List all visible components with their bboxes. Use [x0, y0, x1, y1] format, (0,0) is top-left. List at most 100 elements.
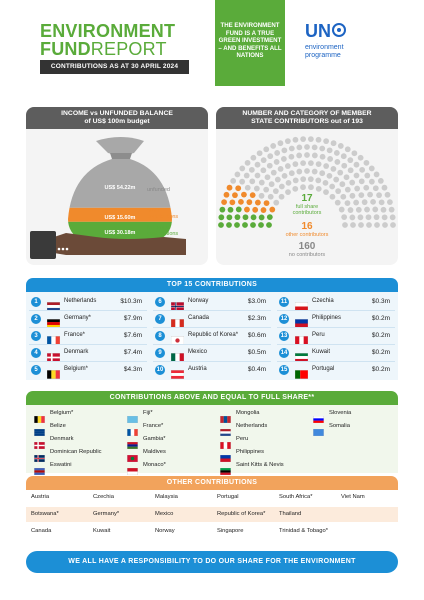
gm-flag-icon	[127, 436, 138, 450]
unfunded-segment	[68, 159, 172, 208]
full-share-item: Dominican Republic	[26, 446, 119, 463]
full-share-dot	[242, 222, 248, 228]
contribution-value: $10.3m	[120, 298, 142, 305]
report-title-fund: FUND	[40, 39, 91, 59]
no-contributor-dot	[366, 222, 372, 228]
no-contributor-dot	[304, 144, 310, 150]
full-share-item: Eswatini	[26, 459, 119, 476]
other-contributor-cell: Kuwait	[93, 528, 111, 534]
no-contributor-dot	[311, 152, 318, 159]
no-contributor-dot	[239, 178, 246, 185]
no-contributor-dot	[382, 222, 388, 228]
no-contributor-dot	[344, 146, 351, 153]
no-contributor-dot	[339, 181, 346, 188]
top15-row: 4 Denmark $7.4m	[26, 345, 150, 363]
contributions-date-strip: CONTRIBUTIONS AS AT 30 APRIL 2024	[40, 60, 189, 74]
top15-row: 5 Belgium* $4.3m	[26, 362, 150, 380]
no-contributor-dot	[263, 186, 270, 193]
tagline-text: THE ENVIRONMENT FUND IS A TRUE GREEN INV…	[218, 22, 282, 60]
no-contributor-dot	[344, 186, 351, 193]
income-heading-line2: of US$ 100m budget	[84, 118, 150, 125]
full-share-item: Denmark	[26, 433, 119, 450]
nl-flag-icon	[46, 298, 61, 312]
no-contributor-dot	[266, 162, 273, 169]
ph-flag-icon	[220, 449, 231, 463]
other-count-block: 16 other contributors	[216, 222, 398, 239]
full-share-dot	[258, 222, 264, 228]
no-contributor-dot	[330, 140, 337, 147]
other-contributor-cell: Singapore	[217, 528, 244, 534]
no-contributor-dot	[341, 162, 348, 169]
no-contributor-dot	[358, 192, 365, 199]
kn-flag-icon	[220, 462, 231, 476]
no-contributor-dot	[258, 179, 265, 186]
full-label-1: full share	[147, 225, 170, 231]
full-label-2: contributions	[147, 231, 179, 238]
no-contributor-dot	[326, 172, 333, 179]
none-count-label: no contributors	[288, 252, 326, 258]
no-contributor-dot	[365, 214, 372, 221]
full-share-dot	[218, 222, 224, 228]
full-share-dot	[234, 214, 241, 221]
other-contributor-dot	[232, 192, 238, 199]
dk-flag-icon	[34, 436, 45, 450]
other-label: other contributions	[147, 208, 178, 221]
bag-tie-icon	[110, 153, 132, 159]
no-contributor-dot	[364, 172, 371, 179]
no-contributor-dot	[319, 170, 326, 177]
unfunded-value: US$ 54.22m	[104, 185, 136, 191]
no-contributor-dot	[340, 153, 347, 160]
no-contributor-dot	[280, 156, 287, 162]
member-dots-chart: 17 full share contributors 16 other cont…	[216, 129, 398, 265]
no-contributor-dot	[358, 222, 364, 228]
top15-row: 12 Philippines $0.2m	[274, 311, 398, 329]
be-flag-icon	[46, 366, 61, 380]
no-contributor-dot	[234, 171, 241, 178]
no-contributor-dot	[363, 159, 370, 166]
footer-banner: WE ALL HAVE A RESPONSIBILITY TO DO OUR S…	[26, 551, 398, 573]
no-contributor-dot	[381, 184, 388, 191]
row-divider	[277, 327, 395, 328]
full-share-column: Slovenia Somalia	[305, 407, 398, 437]
other-contributor-dot	[252, 206, 259, 213]
contribution-value: $3.0m	[247, 298, 266, 305]
full-share-dot	[227, 206, 234, 213]
top15-row: 14 Kuwait $0.2m	[274, 345, 398, 363]
full-share-item: Belize	[26, 420, 119, 437]
rank-badge: 3	[31, 331, 41, 341]
no-contributor-dot	[330, 166, 337, 172]
no-contributor-dot	[384, 191, 391, 198]
other-contributor-cell: Botswana*	[26, 507, 88, 522]
contribution-value: $0.6m	[247, 332, 266, 339]
no-contributor-dot	[300, 136, 307, 142]
no-contributor-dot	[296, 152, 303, 159]
contribution-value: $0.2m	[371, 332, 390, 339]
other-contributor-dot	[249, 192, 256, 199]
contribution-value: $2.3m	[247, 315, 266, 322]
no-contributor-dot	[315, 185, 322, 192]
no-contributor-dot	[370, 198, 376, 205]
no-contributor-dot	[342, 222, 348, 228]
no-contributor-dot	[315, 136, 322, 143]
mx-flag-icon	[170, 349, 185, 363]
de-flag-icon	[46, 315, 61, 329]
country-name: Netherlands	[236, 423, 268, 429]
full-share-item: France*	[119, 420, 212, 437]
top15-row: 3 France* $7.6m	[26, 328, 150, 346]
full-share-list: Belgium* Belize Denmark Dominican Republic E…	[26, 405, 398, 476]
other-contributor-dot	[246, 199, 253, 206]
no-contributor-dot	[373, 171, 380, 178]
country-name: Mongolia	[236, 410, 260, 416]
contribution-value: $7.6m	[123, 332, 142, 339]
no-contributor-dot	[373, 214, 380, 221]
country-name: Belize	[50, 423, 66, 429]
full-share-item: Fiji*	[119, 407, 212, 424]
country-name: Maldives	[143, 449, 166, 455]
rank-badge: 4	[31, 348, 41, 358]
full-share-item: Somalia	[305, 420, 398, 437]
no-contributor-dot	[272, 188, 279, 195]
other-contributor-dot	[269, 206, 276, 213]
members-heading-line1: NUMBER AND CATEGORY OF MEMBER	[242, 110, 372, 117]
be-flag-icon	[34, 410, 45, 424]
full-share-dot	[250, 214, 257, 221]
